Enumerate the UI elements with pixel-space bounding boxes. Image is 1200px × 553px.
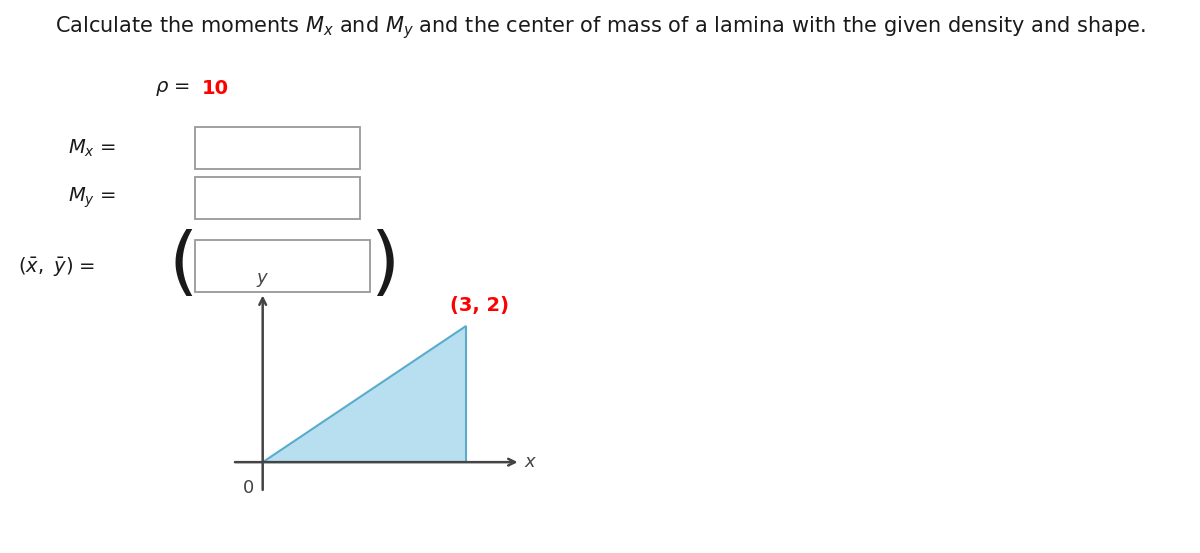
Text: $M_y$ =: $M_y$ = [68,186,116,210]
Text: $M_x$ =: $M_x$ = [68,137,116,159]
Text: (3, 2): (3, 2) [450,295,509,315]
Text: (: ( [168,229,198,302]
FancyBboxPatch shape [194,127,360,169]
FancyBboxPatch shape [194,240,370,292]
Text: $x$: $x$ [524,453,538,471]
Text: $0$: $0$ [241,479,254,497]
Text: 10: 10 [202,79,229,97]
Text: $y$: $y$ [256,271,269,289]
Text: Calculate the moments $M_x$ and $M_y$ and the center of mass of a lamina with th: Calculate the moments $M_x$ and $M_y$ an… [55,14,1145,41]
Polygon shape [263,326,466,462]
Text: $(\bar{x},\ \bar{y})$ =: $(\bar{x},\ \bar{y})$ = [18,254,95,278]
Text: ): ) [371,229,400,302]
FancyBboxPatch shape [194,177,360,219]
Text: $\rho$ =: $\rho$ = [155,79,190,97]
